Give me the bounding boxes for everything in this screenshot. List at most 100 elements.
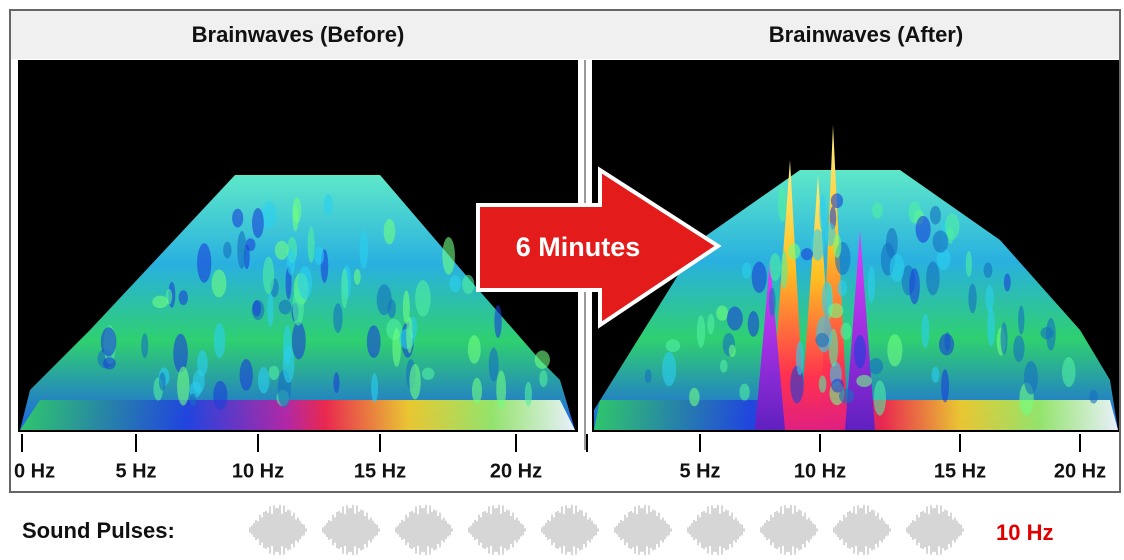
texture — [644, 369, 652, 384]
tick-label: 20 Hz — [1054, 460, 1106, 482]
texture — [178, 290, 189, 306]
texture — [854, 334, 866, 369]
texture — [696, 315, 706, 348]
texture — [929, 206, 941, 225]
axis: 0 Hz 5 Hz 10 Hz 15 Hz 20 Hz 5 Hz 10 Hz 15 Hz 20 … — [14, 434, 1106, 482]
texture — [987, 307, 996, 347]
texture — [872, 202, 883, 219]
texture — [867, 265, 876, 303]
tick-label: 0 Hz — [14, 460, 55, 482]
texture — [341, 268, 349, 309]
texture — [1023, 361, 1038, 395]
tick-label: 20 Hz — [490, 460, 542, 482]
texture — [267, 292, 274, 327]
texture — [190, 393, 197, 407]
texture — [985, 285, 994, 313]
texture — [333, 303, 343, 333]
texture — [252, 300, 262, 317]
texture — [941, 369, 949, 403]
tick-label: 5 Hz — [679, 460, 720, 482]
texture — [333, 372, 340, 394]
arrow-label: 6 Minutes — [516, 232, 641, 262]
texture — [402, 290, 410, 325]
texture — [257, 367, 270, 394]
texture — [908, 201, 921, 224]
texture — [488, 347, 499, 382]
texture — [539, 370, 548, 388]
texture — [237, 231, 247, 269]
texture — [371, 373, 379, 403]
texture — [689, 387, 700, 407]
texture — [524, 381, 532, 407]
texture — [968, 283, 977, 314]
texture — [449, 275, 462, 293]
texture — [173, 333, 188, 373]
texture — [232, 208, 244, 228]
texture — [921, 313, 930, 349]
texture — [965, 251, 972, 277]
texture — [887, 334, 903, 367]
texture — [856, 374, 872, 388]
texture — [837, 280, 848, 297]
texture — [801, 248, 813, 261]
texture — [662, 351, 677, 387]
texture — [291, 321, 306, 360]
texture — [795, 341, 804, 376]
texture — [828, 303, 844, 319]
footer-label: Sound Pulses: — [22, 518, 175, 543]
texture — [496, 370, 507, 409]
texture — [936, 248, 951, 270]
texture — [141, 333, 149, 358]
texture — [177, 366, 190, 406]
texture — [274, 240, 289, 260]
spectrum-base — [20, 400, 575, 430]
texture — [944, 213, 960, 240]
texture — [815, 332, 830, 348]
texture — [719, 359, 728, 373]
texture — [751, 261, 767, 293]
texture — [282, 344, 295, 384]
texture — [1062, 357, 1076, 388]
frequency-label: 10 Hz — [996, 520, 1053, 545]
texture — [938, 333, 955, 356]
texture — [158, 372, 166, 391]
texture — [261, 201, 277, 229]
texture — [223, 241, 232, 259]
panel-title: Brainwaves (After) — [769, 22, 963, 47]
texture — [534, 350, 550, 369]
panel-title: Brainwaves (Before) — [192, 22, 405, 47]
texture — [833, 234, 842, 258]
texture — [931, 366, 940, 383]
texture — [213, 380, 228, 411]
texture — [769, 253, 781, 282]
texture — [462, 274, 475, 294]
texture — [739, 383, 750, 401]
texture — [366, 325, 381, 359]
arrow — [476, 166, 722, 329]
texture — [100, 327, 117, 357]
texture — [932, 230, 949, 253]
texture — [392, 328, 401, 367]
texture — [838, 388, 855, 404]
texture — [298, 266, 313, 300]
texture — [818, 375, 827, 393]
texture — [831, 378, 844, 393]
texture — [239, 358, 253, 391]
texture — [197, 350, 208, 377]
texture — [213, 323, 226, 359]
texture — [152, 295, 169, 309]
texture — [442, 236, 455, 275]
tick-label: 10 Hz — [794, 460, 846, 482]
tick-label: 10 Hz — [232, 460, 284, 482]
title-bar — [11, 11, 1119, 59]
texture — [868, 358, 884, 375]
texture — [742, 262, 752, 279]
texture — [1018, 305, 1025, 335]
texture — [1003, 273, 1011, 292]
texture — [810, 229, 825, 261]
texture — [323, 193, 333, 216]
texture — [830, 193, 844, 209]
texture — [415, 280, 431, 317]
